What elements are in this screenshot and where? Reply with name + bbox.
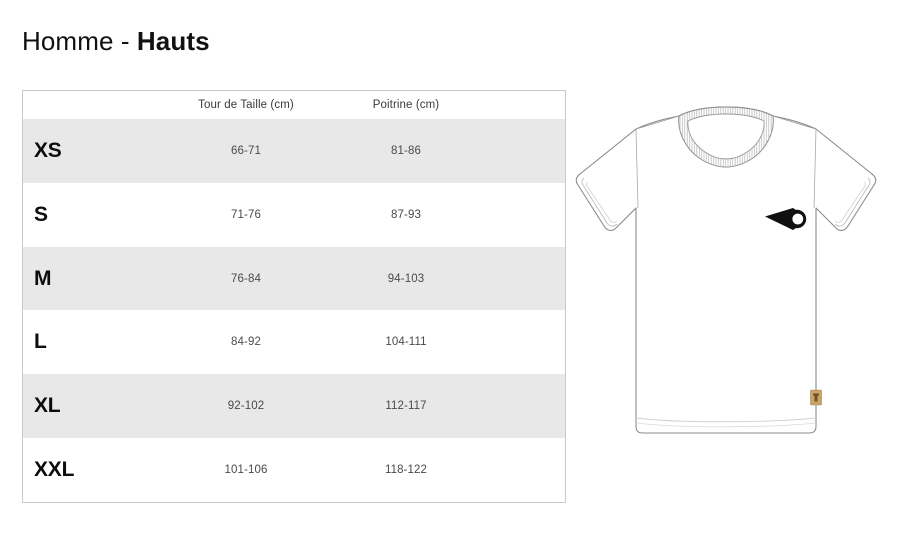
row-size-label: L: [34, 330, 47, 354]
label-tag-mark: [814, 393, 818, 402]
right-shoulder-seam: [813, 128, 817, 209]
row-waist-value: 84-92: [231, 336, 261, 349]
collar-group: [635, 106, 817, 168]
table-row: M 76-84 94-103: [23, 246, 565, 311]
row-waist-value: 71-76: [231, 208, 261, 221]
sleeve-cuffs-group: [581, 177, 871, 227]
row-chest-value: 94-103: [387, 272, 425, 285]
table-header-chest: Poitrine (cm): [372, 99, 440, 111]
tshirt-illustration: [566, 96, 922, 468]
page-title-subcategory: Hauts: [136, 26, 210, 56]
bottom-hem-stitch-outer: [635, 417, 817, 423]
row-waist-value: 92-102: [227, 400, 265, 413]
right-sleeve-cuff: [834, 177, 871, 227]
left-sleeve-cuff-inner: [586, 181, 618, 223]
size-chart-table: Tour de Taille (cm) Poitrine (cm) XS 66-…: [22, 90, 566, 503]
bottom-hem-group: [635, 417, 817, 428]
comet-logo-icon: [765, 208, 807, 230]
left-sleeve-cuff: [581, 177, 618, 227]
row-chest-value: 118-122: [384, 464, 428, 477]
row-chest-value: 112-117: [385, 400, 427, 413]
row-size-label: XS: [34, 138, 62, 162]
page-title-category: Homme -: [22, 26, 137, 56]
table-row: L 84-92 104-111: [23, 310, 565, 375]
table-row: XXL 101-106 118-122: [23, 438, 565, 502]
row-waist-value: 66-71: [231, 144, 261, 157]
row-size-label: M: [34, 266, 52, 290]
row-chest-value: 104-111: [385, 336, 427, 349]
collar-neck-tape-right: [772, 115, 817, 130]
row-size-label: XXL: [34, 458, 75, 482]
hem-brand-label: [810, 389, 822, 406]
table-header-row: Tour de Taille (cm) Poitrine (cm): [23, 91, 565, 119]
page-title: Homme - Hauts: [22, 24, 210, 58]
table-row: S 71-76 87-93: [23, 182, 565, 247]
table-header-waist: Tour de Taille (cm): [198, 99, 294, 111]
left-shoulder-seam: [635, 128, 639, 209]
collar-top-edge: [678, 106, 774, 117]
row-chest-value: 81-86: [391, 144, 421, 157]
row-chest-value: 87-93: [391, 208, 421, 221]
row-waist-value: 101-106: [224, 464, 268, 477]
collar-inner-opening: [687, 113, 765, 160]
label-tag-mark-top: [813, 393, 819, 396]
table-row: XS 66-71 81-86: [23, 119, 565, 183]
row-size-label: XL: [34, 394, 61, 418]
right-sleeve-cuff-inner: [834, 181, 866, 223]
table-row: XL 92-102 112-117: [23, 374, 565, 439]
row-size-label: S: [34, 202, 48, 226]
comet-head-core: [792, 213, 804, 225]
row-waist-value: 76-84: [231, 272, 261, 285]
collar-neck-tape-left: [635, 115, 680, 130]
bottom-hem-stitch-inner: [635, 422, 817, 428]
